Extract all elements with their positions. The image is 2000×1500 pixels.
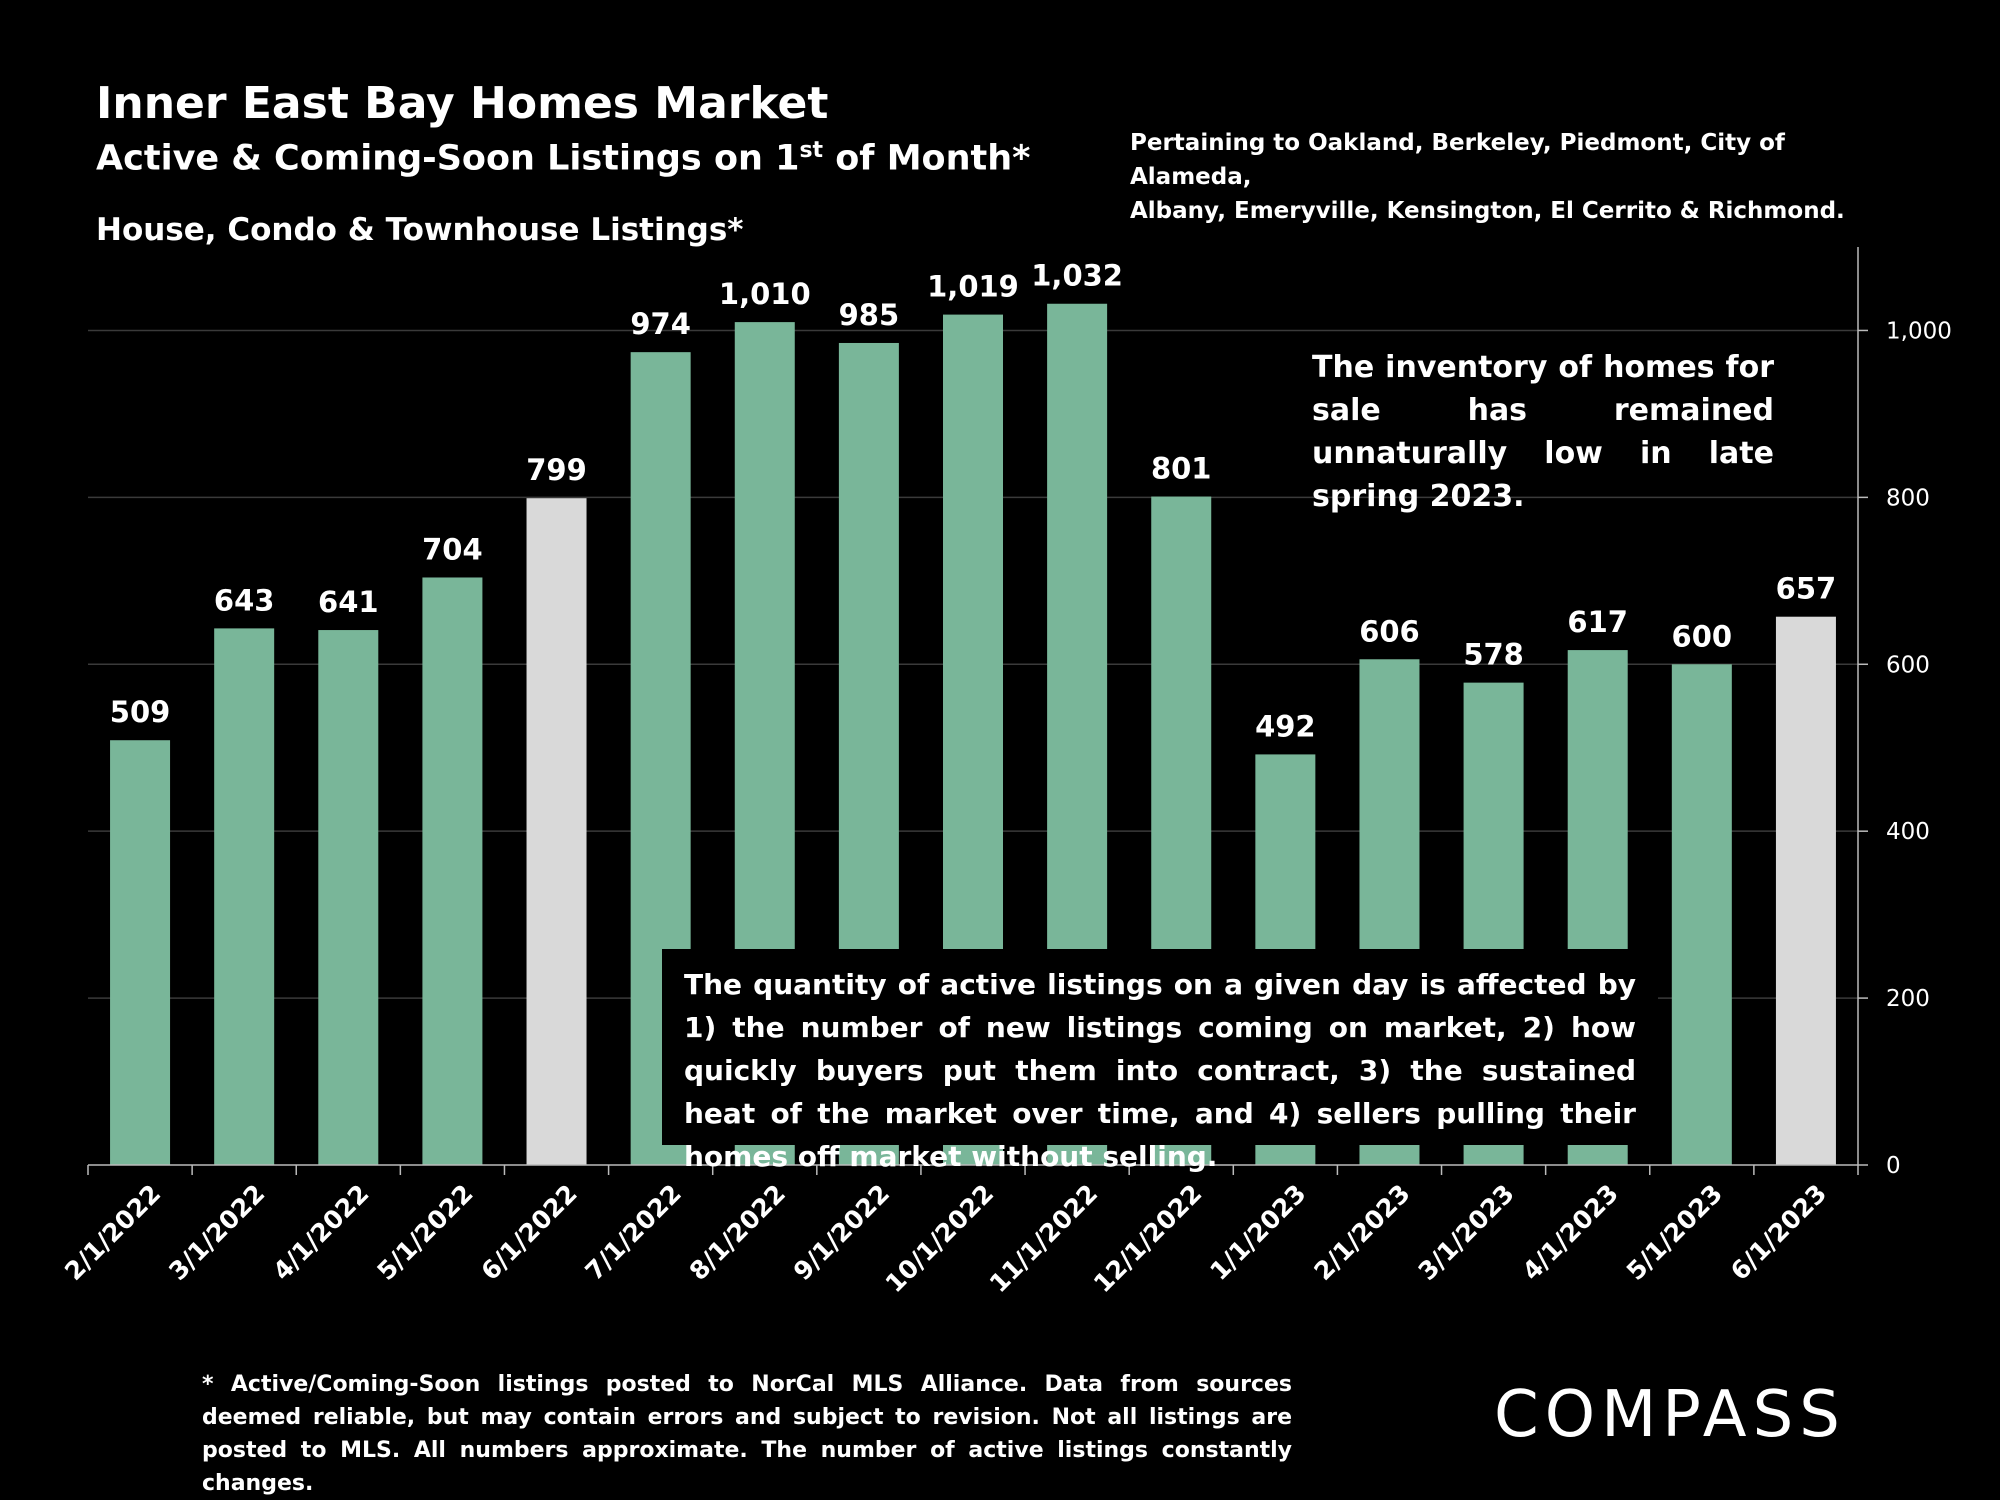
compass-logo: COMPASS: [1494, 1378, 1846, 1452]
bar-2-1-2022: [110, 740, 171, 1165]
subtitle-main: Active & Coming-Soon Listings on 1: [96, 138, 800, 179]
x-tick-label: 1/1/2023: [1204, 1179, 1311, 1286]
y-tick-label: 800: [1886, 485, 1930, 511]
x-tick-label: 4/1/2023: [1517, 1179, 1624, 1286]
x-tick-label: 10/1/2022: [880, 1179, 1000, 1299]
bar-5-1-2022: [422, 577, 483, 1165]
x-tick-label: 6/1/2023: [1725, 1179, 1832, 1286]
y-tick-label: 200: [1886, 986, 1930, 1012]
x-tick-label: 5/1/2023: [1621, 1179, 1728, 1286]
y-tick-label: 1,000: [1886, 318, 1952, 344]
value-label: 974: [630, 307, 691, 341]
chart-subtitle: Active & Coming-Soon Listings on 1st of …: [96, 138, 1030, 179]
x-tick-labels: 2/1/20223/1/20224/1/20225/1/20226/1/2022…: [59, 1179, 1832, 1299]
y-tick-label: 400: [1886, 819, 1930, 845]
value-label: 1,032: [1031, 259, 1123, 293]
x-tick-label: 11/1/2022: [984, 1179, 1104, 1299]
value-label: 606: [1359, 614, 1420, 648]
region-note-line-2: Albany, Emeryville, Kensington, El Cerri…: [1130, 198, 1845, 224]
bar-4-1-2022: [318, 630, 379, 1165]
x-tick-label: 2/1/2023: [1308, 1179, 1415, 1286]
x-tick-label: 8/1/2022: [684, 1179, 791, 1286]
value-label: 509: [110, 695, 171, 729]
value-label: 985: [839, 298, 900, 332]
value-label: 801: [1151, 452, 1212, 486]
bar-6-1-2022: [526, 498, 587, 1165]
value-label: 1,019: [927, 270, 1019, 304]
bar-5-1-2023: [1671, 664, 1732, 1165]
bar-6-1-2023: [1775, 616, 1836, 1165]
value-label: 600: [1672, 619, 1733, 653]
x-tick-label: 6/1/2022: [476, 1179, 583, 1286]
x-tick-label: 9/1/2022: [788, 1179, 895, 1286]
series-title: House, Condo & Townhouse Listings*: [96, 212, 744, 248]
listings-explanation-box: The quantity of active listings on a giv…: [662, 949, 1658, 1173]
x-tick-label: 5/1/2022: [371, 1179, 478, 1286]
value-label: 578: [1463, 638, 1524, 672]
value-label: 617: [1567, 605, 1628, 639]
x-tick-label: 3/1/2022: [163, 1179, 270, 1286]
value-label: 657: [1776, 572, 1837, 606]
axes: [87, 247, 1868, 1175]
x-tick-label: 3/1/2023: [1413, 1179, 1520, 1286]
bar-3-1-2022: [214, 628, 275, 1165]
value-label: 492: [1255, 709, 1316, 743]
value-label: 799: [526, 453, 587, 487]
region-note: Pertaining to Oakland, Berkeley, Piedmon…: [1130, 126, 1890, 228]
x-tick-label: 7/1/2022: [580, 1179, 687, 1286]
value-label: 1,010: [719, 277, 811, 311]
value-labels: 509 643 641 704 799 974 1,010 985 1,019 1,032 801 4…: [110, 259, 1836, 744]
x-tick-label: 12/1/2022: [1088, 1179, 1208, 1299]
subtitle-end: of Month*: [823, 138, 1031, 179]
value-label: 641: [318, 585, 379, 619]
y-tick-label: 0: [1886, 1153, 1901, 1179]
y-tick-labels: 0 200 400 600 800 1,000: [1886, 318, 1952, 1179]
chart-title: Inner East Bay Homes Market: [96, 78, 829, 129]
region-note-line-1: Pertaining to Oakland, Berkeley, Piedmon…: [1130, 130, 1785, 190]
footnote: * Active/Coming-Soon listings posted to …: [202, 1372, 1292, 1496]
value-label: 704: [422, 532, 483, 566]
inventory-note: The inventory of homes for sale has rema…: [1312, 350, 1774, 514]
value-label: 643: [214, 583, 275, 617]
x-tick-label: 4/1/2022: [267, 1179, 374, 1286]
y-tick-label: 600: [1886, 652, 1930, 678]
subtitle-superscript: st: [799, 138, 824, 163]
x-tick-label: 2/1/2022: [59, 1179, 166, 1286]
